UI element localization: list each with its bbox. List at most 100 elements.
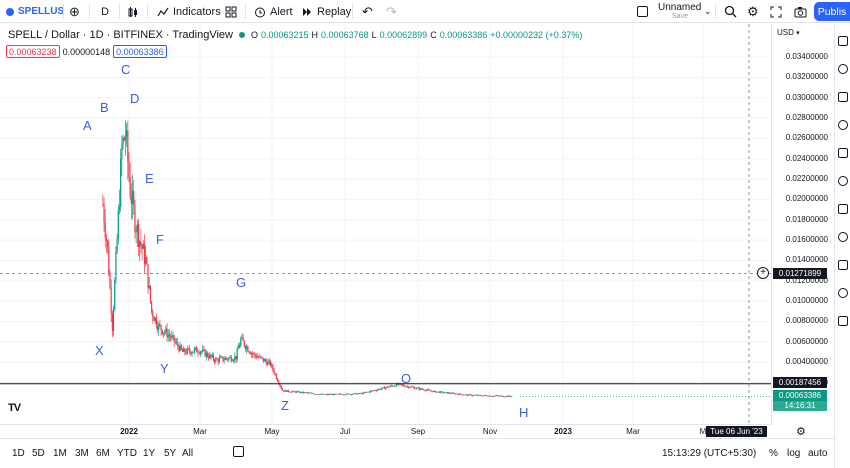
redo-button[interactable]: ↷ [386, 3, 397, 20]
candle-body [159, 323, 161, 326]
calendar-icon[interactable] [838, 148, 848, 158]
add-symbol-button[interactable]: ⊕ [69, 3, 80, 20]
quick-search-button[interactable] [724, 3, 737, 20]
wave-label-h[interactable]: H [519, 405, 529, 420]
candle-body [431, 391, 433, 392]
candle-body [483, 395, 486, 396]
candle-body [456, 393, 458, 395]
auto-toggle[interactable]: auto [808, 448, 828, 459]
undo-icon: ↶ [362, 4, 373, 19]
close-key: C [430, 30, 437, 40]
clock[interactable]: 15:13:29 (UTC+5:30) [662, 448, 757, 459]
range-button-1m[interactable]: 1M [53, 448, 67, 459]
toolbar-divider [715, 4, 716, 19]
layout-menu-button[interactable]: ⌄ [704, 3, 712, 20]
range-button-6m[interactable]: 6M [96, 448, 110, 459]
range-button-3m[interactable]: 3M [75, 448, 89, 459]
candle-body [379, 389, 381, 390]
candle-body [152, 311, 154, 318]
candle-body [311, 392, 313, 394]
buy-button[interactable]: 0.00063386 [113, 45, 167, 58]
chat-icon[interactable] [838, 232, 848, 242]
candle-body [343, 394, 345, 396]
notifications-icon[interactable] [838, 288, 848, 298]
price-tick-label: 0.02000000 [785, 194, 828, 204]
add-crosshair-icon[interactable]: + [757, 267, 769, 279]
pine-editor-icon[interactable] [838, 260, 848, 270]
legend-title[interactable]: SPELL / Dollar · 1D · BITFINEX · Trading… [8, 29, 233, 41]
range-button-5d[interactable]: 5D [32, 448, 45, 459]
candle-body [114, 280, 116, 310]
candle-body [450, 393, 452, 395]
wave-label-a[interactable]: A [83, 118, 92, 133]
indicators-button[interactable]: Indicators [157, 3, 221, 20]
wave-label-g[interactable]: G [236, 275, 247, 290]
layout-name[interactable]: Unnamed Save [658, 3, 702, 21]
candle-body [511, 396, 513, 398]
candle-body [409, 387, 411, 389]
price-chart[interactable] [0, 24, 771, 424]
candle-body [110, 287, 112, 314]
wave-label-b[interactable]: B [100, 100, 109, 115]
range-button-5y[interactable]: 5Y [164, 448, 177, 459]
candle-body [310, 392, 312, 394]
range-button-ytd[interactable]: YTD [117, 448, 137, 459]
candle-body [292, 390, 294, 392]
ideas-icon[interactable] [838, 176, 848, 186]
candle-body [400, 383, 402, 385]
candle-body [488, 395, 490, 397]
candle-body [313, 394, 316, 395]
candle-body [493, 395, 495, 397]
range-button-1y[interactable]: 1Y [143, 448, 156, 459]
range-button-1d[interactable]: 1D [12, 448, 25, 459]
wave-label-z[interactable]: Z [281, 398, 289, 413]
streams-icon[interactable] [838, 204, 848, 214]
currency-selector[interactable]: USD ▾ [777, 28, 800, 37]
sell-button[interactable]: 0.00063238 [6, 45, 60, 58]
chart-pane[interactable]: SPELL / Dollar · 1D · BITFINEX · Trading… [0, 24, 771, 424]
wave-label-e[interactable]: E [145, 171, 154, 186]
wave-label-d[interactable]: D [130, 91, 140, 106]
log-toggle[interactable]: log [787, 448, 801, 459]
wave-label-c[interactable]: C [121, 62, 131, 77]
hotlists-icon[interactable] [838, 120, 848, 130]
candle-body [329, 394, 331, 395]
price-tick-label: 0.01800000 [785, 214, 828, 224]
replay-button[interactable]: Replay [301, 3, 351, 20]
fullscreen-button[interactable] [770, 3, 782, 20]
candle-body [367, 391, 369, 393]
layout-button[interactable] [637, 3, 648, 20]
snapshot-button[interactable] [794, 3, 807, 20]
wave-label-y[interactable]: Y [160, 361, 169, 376]
candle-body [200, 351, 203, 353]
data-window-icon[interactable] [838, 92, 848, 102]
undo-button[interactable]: ↶ [362, 3, 373, 20]
time-axis-settings-button[interactable]: ⚙ [796, 425, 806, 438]
range-button-all[interactable]: All [182, 448, 194, 459]
percent-toggle[interactable]: % [769, 448, 778, 459]
candle-body [284, 390, 286, 392]
symbol-search-button[interactable]: SPELLUS [6, 3, 64, 20]
wave-label-f[interactable]: F [156, 232, 164, 247]
wave-label-o[interactable]: O [401, 371, 412, 386]
candle-body [118, 206, 121, 210]
candles-icon [128, 6, 137, 17]
candle-body [129, 176, 131, 198]
candle-body [177, 342, 179, 347]
publish-button[interactable]: Publis [814, 2, 850, 21]
chart-type-button[interactable] [127, 3, 139, 20]
settings-button[interactable]: ⚙ [747, 3, 759, 20]
candle-body [413, 387, 415, 389]
templates-button[interactable] [225, 3, 237, 20]
watchlist-icon[interactable] [838, 36, 848, 46]
alerts-icon[interactable] [838, 64, 848, 74]
alert-button[interactable]: Alert [254, 3, 293, 20]
date-range-calendar-icon[interactable] [233, 446, 244, 457]
time-scale[interactable]: 2022 Mar May Jul Sep Nov 2023 Mar M Tue 06 Jun '… [0, 424, 771, 438]
price-scale[interactable]: USD ▾ 0.03400000 0.03200000 0.03000000 0.02… [771, 24, 834, 424]
help-icon[interactable] [838, 316, 848, 326]
candle-body [363, 392, 366, 394]
interval-button[interactable]: D [101, 3, 109, 20]
candle-body [411, 386, 413, 388]
wave-label-x[interactable]: X [95, 343, 104, 358]
